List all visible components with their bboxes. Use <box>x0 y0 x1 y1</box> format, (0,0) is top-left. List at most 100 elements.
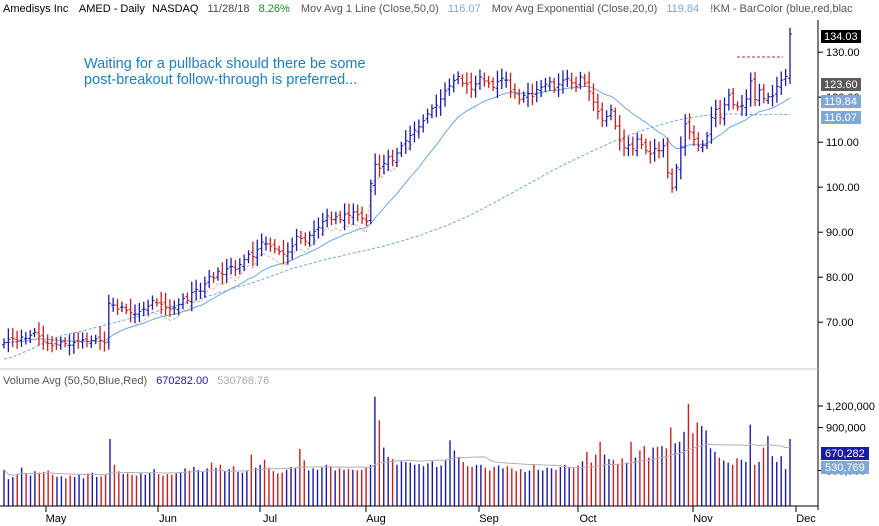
price-bar <box>277 245 282 256</box>
price-bar <box>630 136 635 156</box>
badge-ema: 119.84 <box>821 95 861 108</box>
price-bar <box>595 93 600 120</box>
price-bar <box>320 212 325 236</box>
price-tick-label: 80.00 <box>826 272 854 284</box>
price-bar <box>399 141 404 157</box>
last-price-badge: 134.03 <box>821 30 861 43</box>
price-bar <box>194 279 199 301</box>
price-bar <box>207 270 212 288</box>
date-label: 11/28/18 <box>207 3 249 15</box>
price-bar <box>41 325 46 350</box>
price-bar <box>163 292 168 316</box>
price-bar <box>434 94 439 118</box>
price-tick-label: 70.00 <box>826 317 854 329</box>
price-bar <box>783 69 788 86</box>
volume-avg-line <box>3 443 791 476</box>
badge-123: 123.60 <box>821 78 861 91</box>
price-bar <box>499 68 504 90</box>
price-bar <box>202 276 207 298</box>
price-bar <box>678 136 683 180</box>
price-bar <box>211 272 216 283</box>
volume-label: Volume Avg (50,50,Blue,Red) <box>3 375 147 387</box>
price-bar <box>770 85 775 107</box>
exchange-label: NASDAQ <box>152 3 199 15</box>
price-bar <box>146 299 151 316</box>
price-bar <box>102 331 107 352</box>
price-bar <box>255 239 260 267</box>
price-bar <box>19 329 24 347</box>
price-bar <box>333 211 338 225</box>
badge-ema-text: 119.84 <box>824 96 857 108</box>
price-bar <box>788 27 792 84</box>
month-label: Jun <box>159 513 177 525</box>
price-bar <box>6 328 11 353</box>
price-bar <box>198 282 203 299</box>
volume-badge-1-text: 670,282 <box>825 448 865 460</box>
price-bar <box>294 228 299 252</box>
month-label: May <box>46 513 67 525</box>
ma1-label: Mov Avg 1 Line (Close,50,0) <box>301 3 439 15</box>
price-bar <box>246 250 251 264</box>
volume-avg1: 670282.00 <box>156 375 208 387</box>
price-bar <box>23 332 28 345</box>
price-bar <box>543 77 548 93</box>
price-bar <box>530 83 535 106</box>
price-bar <box>381 154 386 175</box>
annotation-line-1: Waiting for a pullback should there be s… <box>84 56 366 72</box>
price-bar <box>316 217 321 239</box>
price-bar <box>141 301 146 317</box>
price-bar <box>582 73 587 87</box>
price-bar <box>635 132 640 157</box>
price-bar <box>185 292 190 305</box>
svg-text:Amedisys Inc AMED - Daily: Amedisys Inc AMED - Daily NASDAQ 11/28/1… <box>3 3 853 15</box>
price-bar <box>325 208 330 228</box>
price-bar <box>539 79 544 98</box>
price-bar <box>128 298 133 323</box>
last-price-text: 134.03 <box>824 31 858 43</box>
price-bar <box>600 102 605 127</box>
price-bar <box>477 69 482 90</box>
change-label: 8.26% <box>259 3 290 15</box>
price-bar <box>159 292 164 314</box>
ma1-value: 116.07 <box>448 3 481 15</box>
price-bar <box>36 322 41 346</box>
price-bar <box>447 78 452 96</box>
price-bar <box>643 138 648 155</box>
price-bar <box>744 89 749 117</box>
price-bar <box>753 71 758 107</box>
price-bar <box>587 71 592 102</box>
price-bar <box>416 119 421 139</box>
month-label: Aug <box>366 513 386 525</box>
price-bar <box>137 302 142 322</box>
price-bar <box>547 76 552 91</box>
price-bar <box>622 129 627 157</box>
ema20-line <box>3 85 791 344</box>
moving-average-lines <box>3 85 791 360</box>
price-bar <box>748 72 753 107</box>
ticker-label: AMED - Daily <box>79 3 146 15</box>
price-bar <box>726 88 731 111</box>
price-bar <box>338 211 343 224</box>
price-bar <box>215 267 220 281</box>
price-bar <box>63 337 68 348</box>
price-bar <box>713 99 718 128</box>
price-bar <box>80 332 85 349</box>
volume-badge-2: 530,769 <box>821 461 869 474</box>
volume-avg2: 530768.76 <box>217 375 269 387</box>
volume-tick-label: 1,200,000 <box>826 401 875 413</box>
price-bar <box>167 299 172 317</box>
price-bar <box>718 99 723 125</box>
price-bar <box>683 114 688 156</box>
price-bar <box>189 281 194 312</box>
price-bar <box>229 257 234 275</box>
price-bar <box>700 140 705 153</box>
price-bar <box>408 125 413 151</box>
price-bar <box>233 259 238 277</box>
price-bar <box>757 83 762 107</box>
price-bar <box>15 330 20 349</box>
price-bar <box>290 237 295 260</box>
price-bar <box>491 77 496 91</box>
symbol-name: Amedisys Inc <box>3 3 69 15</box>
price-bar <box>469 72 474 98</box>
month-label: Oct <box>579 513 596 525</box>
